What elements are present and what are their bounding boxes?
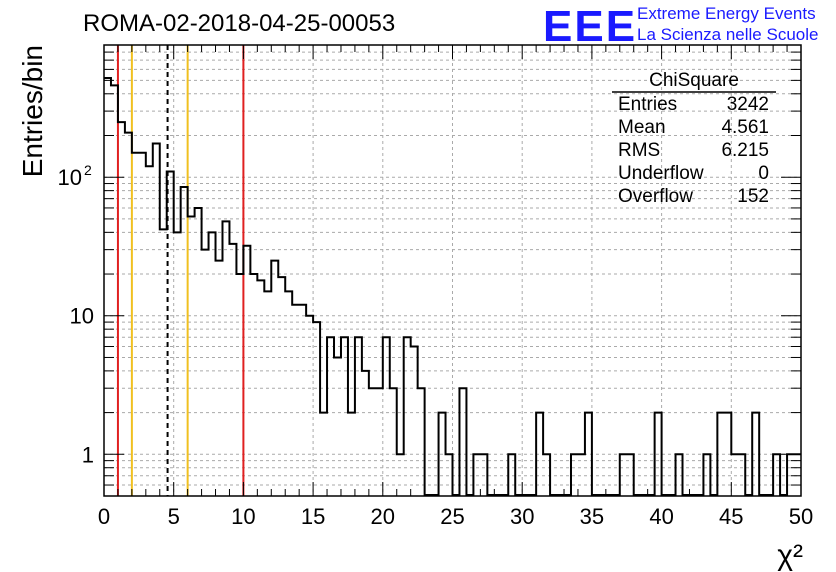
y-axis-title: Entries/bin xyxy=(17,45,48,177)
y-tick-label: 10 xyxy=(70,304,94,329)
x-tick-label: 20 xyxy=(371,504,395,529)
stats-box: ChiSquare Entries 3242 Mean 4.561 RMS 6.215 Und… xyxy=(612,70,776,207)
marker-layer xyxy=(116,45,245,496)
logo-line-2: La Scienza nelle Scuole xyxy=(637,25,819,44)
x-tick-label: 30 xyxy=(510,504,534,529)
stats-value: 3242 xyxy=(727,94,769,115)
x-tick-label: 10 xyxy=(231,504,255,529)
y-tick-label: 1 xyxy=(82,442,94,467)
histogram-outline xyxy=(104,77,801,496)
grid-layer xyxy=(104,45,801,496)
x-tick-label: 50 xyxy=(789,504,813,529)
eee-logo: EEE xyxy=(543,2,638,51)
logo-line-1: Extreme Energy Events xyxy=(637,4,816,23)
stats-label: RMS xyxy=(618,140,660,161)
stats-value: 0 xyxy=(758,163,769,184)
x-tick-label: 15 xyxy=(301,504,325,529)
stats-value: 152 xyxy=(737,186,769,207)
x-tick-label: 25 xyxy=(440,504,464,529)
x-tick-label: 5 xyxy=(168,504,180,529)
x-axis-title: χ² xyxy=(777,539,803,572)
stats-value: 4.561 xyxy=(721,117,769,138)
y-tick-label-exponent: 2 xyxy=(84,162,92,178)
stats-label: Mean xyxy=(618,117,666,138)
x-tick-label: 35 xyxy=(580,504,604,529)
x-tick-label: 40 xyxy=(649,504,673,529)
stats-value: 6.215 xyxy=(721,140,769,161)
chart-title: ROMA-02-2018-04-25-00053 xyxy=(83,10,396,37)
stats-header: ChiSquare xyxy=(649,70,739,91)
stats-label: Entries xyxy=(618,94,677,115)
x-tick-label: 45 xyxy=(719,504,743,529)
y-tick-label: 10 xyxy=(58,165,82,190)
x-tick-label: 0 xyxy=(98,504,110,529)
stats-label: Overflow xyxy=(618,186,693,207)
stats-label: Underflow xyxy=(618,163,704,184)
